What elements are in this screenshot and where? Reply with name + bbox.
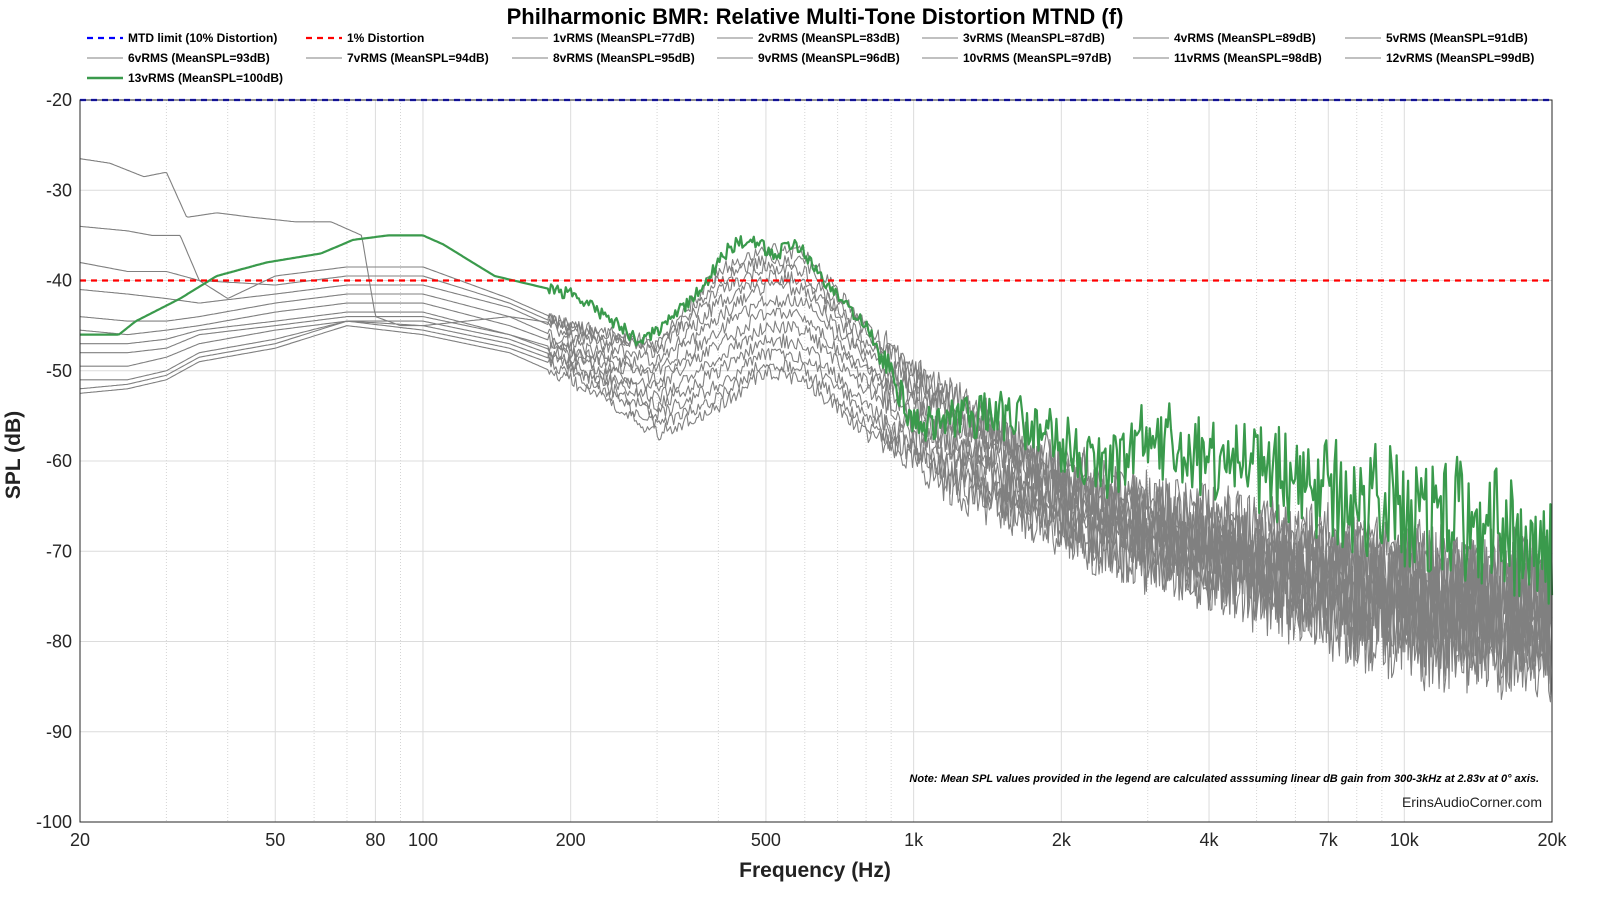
legend-label: 1% Distortion — [347, 31, 424, 45]
chart-title: Philharmonic BMR: Relative Multi-Tone Di… — [507, 4, 1124, 29]
x-tick-label: 50 — [265, 830, 285, 850]
legend-label: 13vRMS (MeanSPL=100dB) — [128, 71, 283, 85]
legend-label: MTD limit (10% Distortion) — [128, 31, 277, 45]
legend-label: 12vRMS (MeanSPL=99dB) — [1386, 51, 1534, 65]
series-line — [79, 269, 1553, 667]
x-tick-label: 10k — [1390, 830, 1420, 850]
series-layer — [79, 158, 1554, 703]
y-tick-label: -100 — [36, 812, 72, 832]
series-line — [79, 260, 1553, 657]
x-tick-label: 1k — [904, 830, 924, 850]
legend-label: 5vRMS (MeanSPL=91dB) — [1386, 31, 1528, 45]
x-tick-label: 20 — [70, 830, 90, 850]
credit-text: ErinsAudioCorner.com — [1402, 794, 1542, 810]
y-tick-label: -30 — [46, 180, 72, 200]
y-tick-label: -60 — [46, 451, 72, 471]
series-line — [80, 307, 1553, 679]
y-tick-label: -80 — [46, 632, 72, 652]
x-tick-label: 2k — [1052, 830, 1072, 850]
x-tick-label: 7k — [1319, 830, 1339, 850]
x-axis-label: Frequency (Hz) — [739, 859, 891, 882]
x-tick-label: 200 — [556, 830, 586, 850]
y-tick-label: -20 — [46, 90, 72, 110]
chart-note: Note: Mean SPL values provided in the le… — [909, 773, 1539, 785]
x-tick-label: 4k — [1200, 830, 1220, 850]
tick-labels: 20 50 80 100 200 500 1k 2k 4k 7k 10k 20k -100 -90 -80 -… — [36, 90, 1568, 850]
legend-label: 7vRMS (MeanSPL=94dB) — [347, 51, 489, 65]
legend-label: 2vRMS (MeanSPL=83dB) — [758, 31, 900, 45]
y-tick-label: -90 — [46, 722, 72, 742]
x-tick-label: 20k — [1537, 830, 1567, 850]
series-line — [80, 234, 1554, 605]
legend-label: 11vRMS (MeanSPL=98dB) — [1174, 51, 1322, 65]
legend-label: 6vRMS (MeanSPL=93dB) — [128, 51, 270, 65]
legend-label: 10vRMS (MeanSPL=97dB) — [963, 51, 1111, 65]
series-line — [79, 225, 1553, 654]
legend: MTD limit (10% Distortion) 1% Distortion 1… — [87, 31, 1534, 85]
legend-label: 8vRMS (MeanSPL=95dB) — [553, 51, 695, 65]
series-line — [80, 316, 1553, 682]
legend-label: 3vRMS (MeanSPL=87dB) — [963, 31, 1105, 45]
y-axis-label: SPL (dB) — [2, 411, 25, 499]
legend-label: 9vRMS (MeanSPL=96dB) — [758, 51, 900, 65]
plot-frame — [79, 99, 1553, 823]
x-tick-label: 80 — [365, 830, 385, 850]
x-tick-label: 500 — [751, 830, 781, 850]
legend-label: 1vRMS (MeanSPL=77dB) — [553, 31, 695, 45]
x-tick-label: 100 — [408, 830, 438, 850]
y-tick-label: -50 — [46, 361, 72, 381]
y-tick-label: -70 — [46, 541, 72, 561]
y-tick-label: -40 — [46, 271, 72, 291]
legend-label: 4vRMS (MeanSPL=89dB) — [1174, 31, 1316, 45]
